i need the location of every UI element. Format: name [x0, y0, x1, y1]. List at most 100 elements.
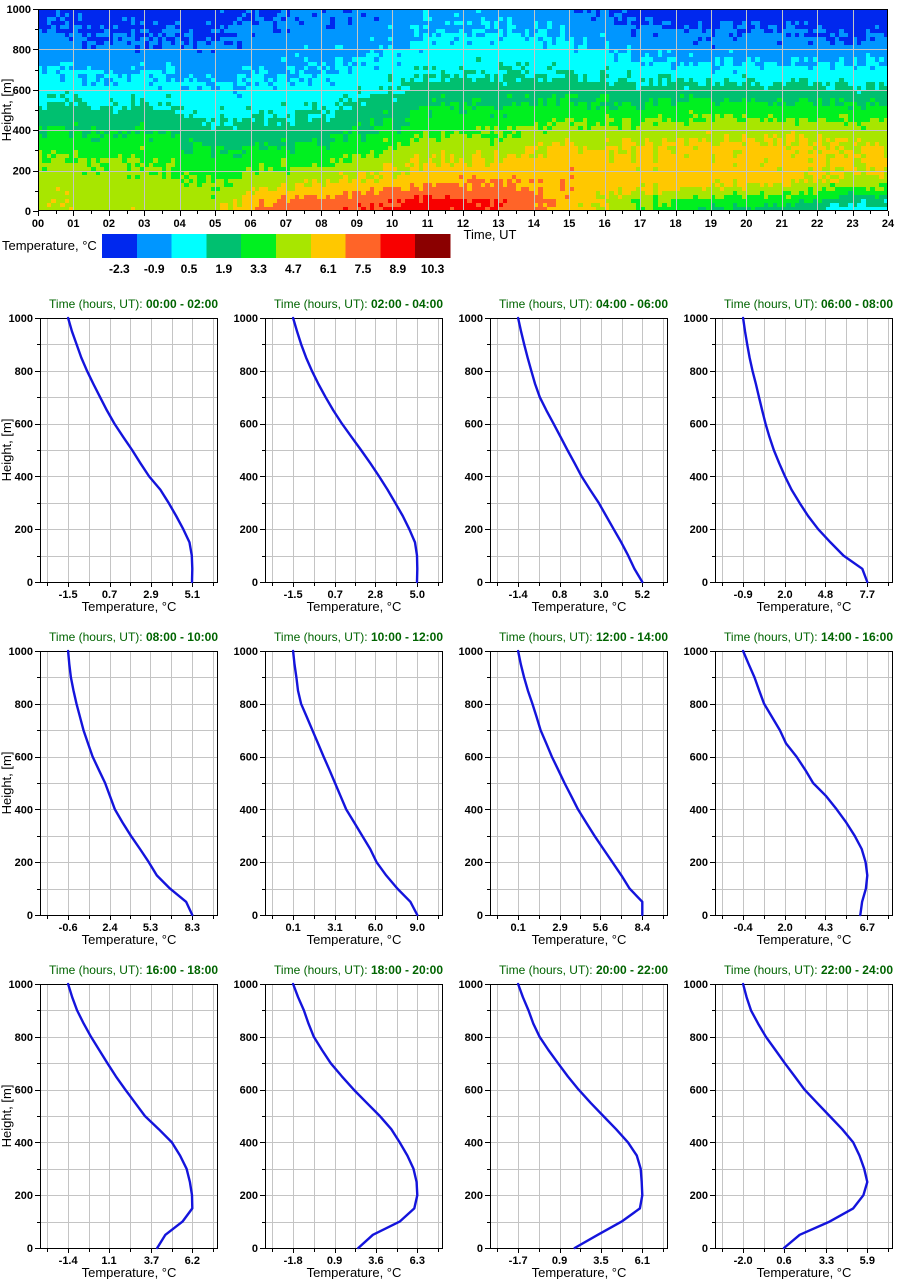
profile-chart-14-00-16-00: -0.4 2.0 4.3 6.7 0 200 400 600 800 1000 Time (hour…	[675, 613, 900, 946]
temperature-profile-curve	[741, 982, 869, 1250]
profile-svg: -0.4 2.0 4.3 6.7 0 200 400 600 800 1000 Time (hour…	[684, 630, 894, 946]
profile-y-tick-label: 1000	[459, 313, 483, 325]
profile-ticks	[35, 984, 214, 1253]
heatmap-x-tick-label: 01	[67, 218, 79, 230]
profile-chart-12-00-14-00: 0.1 2.9 5.6 8.4 0 200 400 600 800 1000 Time (hours…	[450, 613, 675, 946]
colorbar-tick-label: -2.3	[109, 262, 130, 276]
profile-y-tick-label: 600	[240, 1085, 258, 1097]
profile-y-tick-label: 0	[477, 577, 483, 589]
profile-x-tick-label: 6.3	[410, 1255, 425, 1267]
profile-x-axis-label: Temperature, °C	[82, 599, 177, 613]
profile-chart-06-00-08-00: -0.9 2.0 4.8 7.7 0 200 400 600 800 1000 Time (hour…	[675, 280, 900, 613]
profile-y-tick-label: 800	[690, 1032, 708, 1044]
profile-title: Time (hours, UT): 06:00 - 08:00	[724, 297, 893, 311]
colorbar-segment	[206, 234, 242, 258]
temperature-profile-curve	[291, 982, 419, 1250]
profile-y-tick-label: 1000	[234, 646, 258, 658]
profile-title: Time (hours, UT): 12:00 - 14:00	[499, 630, 668, 644]
profile-y-tick-label: 400	[15, 1137, 33, 1149]
profile-frame	[265, 984, 443, 1249]
profile-gridlines	[715, 651, 893, 915]
heatmap-x-tick-label: 20	[740, 218, 752, 230]
profile-y-tick-label: 600	[690, 419, 708, 431]
heatmap-y-tick-label: 600	[13, 85, 31, 97]
profile-x-tick-label: 5.0	[410, 589, 425, 601]
profile-ticks	[710, 651, 889, 920]
profile-frame	[40, 318, 218, 583]
profile-y-tick-label: 800	[465, 1032, 483, 1044]
profile-x-axis-label: Temperature, °C	[307, 1265, 402, 1279]
time-height-heatmap-chart: 00 01 02 03 04 05 06 07 08 09 10 11 12 13 14 15 16 17 18 19…	[0, 0, 900, 280]
profile-gridlines	[490, 984, 668, 1248]
profile-x-tick-label: 7.7	[860, 589, 875, 601]
profile-ticks	[260, 984, 439, 1253]
profile-x-tick-label: 1.1	[101, 1255, 116, 1267]
colorbar-segment	[345, 234, 381, 258]
profile-x-tick-label: 0.6	[776, 1255, 791, 1267]
profile-y-tick-label: 200	[690, 857, 708, 869]
profile-x-tick-label: 2.0	[777, 922, 792, 934]
profile-y-tick-label: 600	[465, 752, 483, 764]
heatmap-y-ticks	[33, 9, 38, 212]
profile-y-tick-label: 800	[690, 699, 708, 711]
profile-y-tick-label: 600	[240, 752, 258, 764]
profile-y-tick-label: 1000	[684, 313, 708, 325]
colorbar: -2.3 -0.9 0.5 1.9 3.3 4.7 6.1 7.5 8.9 10.3 Tempera…	[2, 234, 451, 276]
profile-y-tick-label: 400	[465, 471, 483, 483]
temperature-profile-curve	[66, 316, 194, 584]
profile-title: Time (hours, UT): 08:00 - 10:00	[49, 630, 218, 644]
profile-y-tick-label: 800	[465, 699, 483, 711]
profile-y-tick-label: 600	[690, 752, 708, 764]
profile-x-tick-label: 6.0	[368, 922, 383, 934]
heatmap-y-tick-label: 400	[13, 125, 31, 137]
profile-x-tick-label: -1.5	[59, 589, 78, 601]
profile-y-tick-label: 800	[690, 366, 708, 378]
profile-svg: 0.1 3.1 6.0 9.0 0 200 400 600 800 1000 Time (hours…	[234, 630, 444, 946]
profile-frame	[490, 984, 668, 1249]
profile-gridlines	[40, 651, 218, 915]
profile-x-tick-label: 0.8	[552, 589, 567, 601]
profile-x-tick-label: 6.7	[860, 922, 875, 934]
profile-y-tick-label: 400	[15, 804, 33, 816]
profile-x-tick-label: 2.9	[552, 922, 567, 934]
temperature-profile-curve	[66, 982, 194, 1250]
profile-x-axis-label: Temperature, °C	[757, 932, 852, 946]
profile-y-tick-label: 0	[702, 577, 708, 589]
profile-x-tick-label: 3.7	[144, 1255, 159, 1267]
colorbar-tick-label: 10.3	[421, 262, 445, 276]
profile-ticks	[485, 318, 664, 587]
profile-y-tick-label: 200	[15, 857, 33, 869]
heatmap-x-tick-label: 00	[32, 218, 44, 230]
profile-y-tick-label: 1000	[684, 646, 708, 658]
profile-gridlines	[490, 318, 668, 582]
profile-x-axis-label: Temperature, °C	[757, 599, 852, 613]
profile-y-tick-label: 200	[15, 524, 33, 536]
profile-x-tick-label: 6.2	[185, 1255, 200, 1267]
profile-gridlines	[490, 651, 668, 915]
profile-x-tick-label: -1.7	[509, 1255, 528, 1267]
profile-chart-18-00-20-00: -1.8 0.9 3.6 6.3 0 200 400 600 800 1000 Time (hour…	[225, 946, 450, 1279]
temperature-profile-curve	[516, 316, 644, 584]
profile-y-tick-label: 800	[15, 1032, 33, 1044]
profile-y-tick-label: 600	[465, 419, 483, 431]
profile-chart-02-00-04-00: -1.5 0.7 2.8 5.0 0 200 400 600 800 1000 Time (hour…	[225, 280, 450, 613]
profile-x-tick-label: 0.1	[286, 922, 301, 934]
heatmap-x-tick-label: 12	[457, 218, 469, 230]
profile-y-tick-label: 800	[15, 699, 33, 711]
profile-x-tick-label: 0.9	[327, 1255, 342, 1267]
heatmap-gridlines	[38, 9, 888, 211]
heatmap-y-tick-label: 800	[13, 44, 31, 56]
profile-y-tick-label: 0	[27, 577, 33, 589]
profile-x-tick-label: -0.6	[59, 922, 78, 934]
heatmap-cells	[38, 9, 888, 211]
profile-frame	[40, 984, 218, 1249]
profile-y-axis-label: Height, [m]	[0, 419, 14, 482]
profile-y-tick-label: 400	[15, 471, 33, 483]
colorbar-tick-label: 3.3	[250, 262, 267, 276]
heatmap-svg: 00 01 02 03 04 05 06 07 08 09 10 11 12 13 14 15 16 17 18 19…	[0, 4, 895, 276]
profile-frame	[490, 651, 668, 916]
profile-y-tick-label: 1000	[459, 979, 483, 991]
profile-x-tick-label: 5.9	[860, 1255, 875, 1267]
heatmap-x-tick-label: 02	[103, 218, 115, 230]
